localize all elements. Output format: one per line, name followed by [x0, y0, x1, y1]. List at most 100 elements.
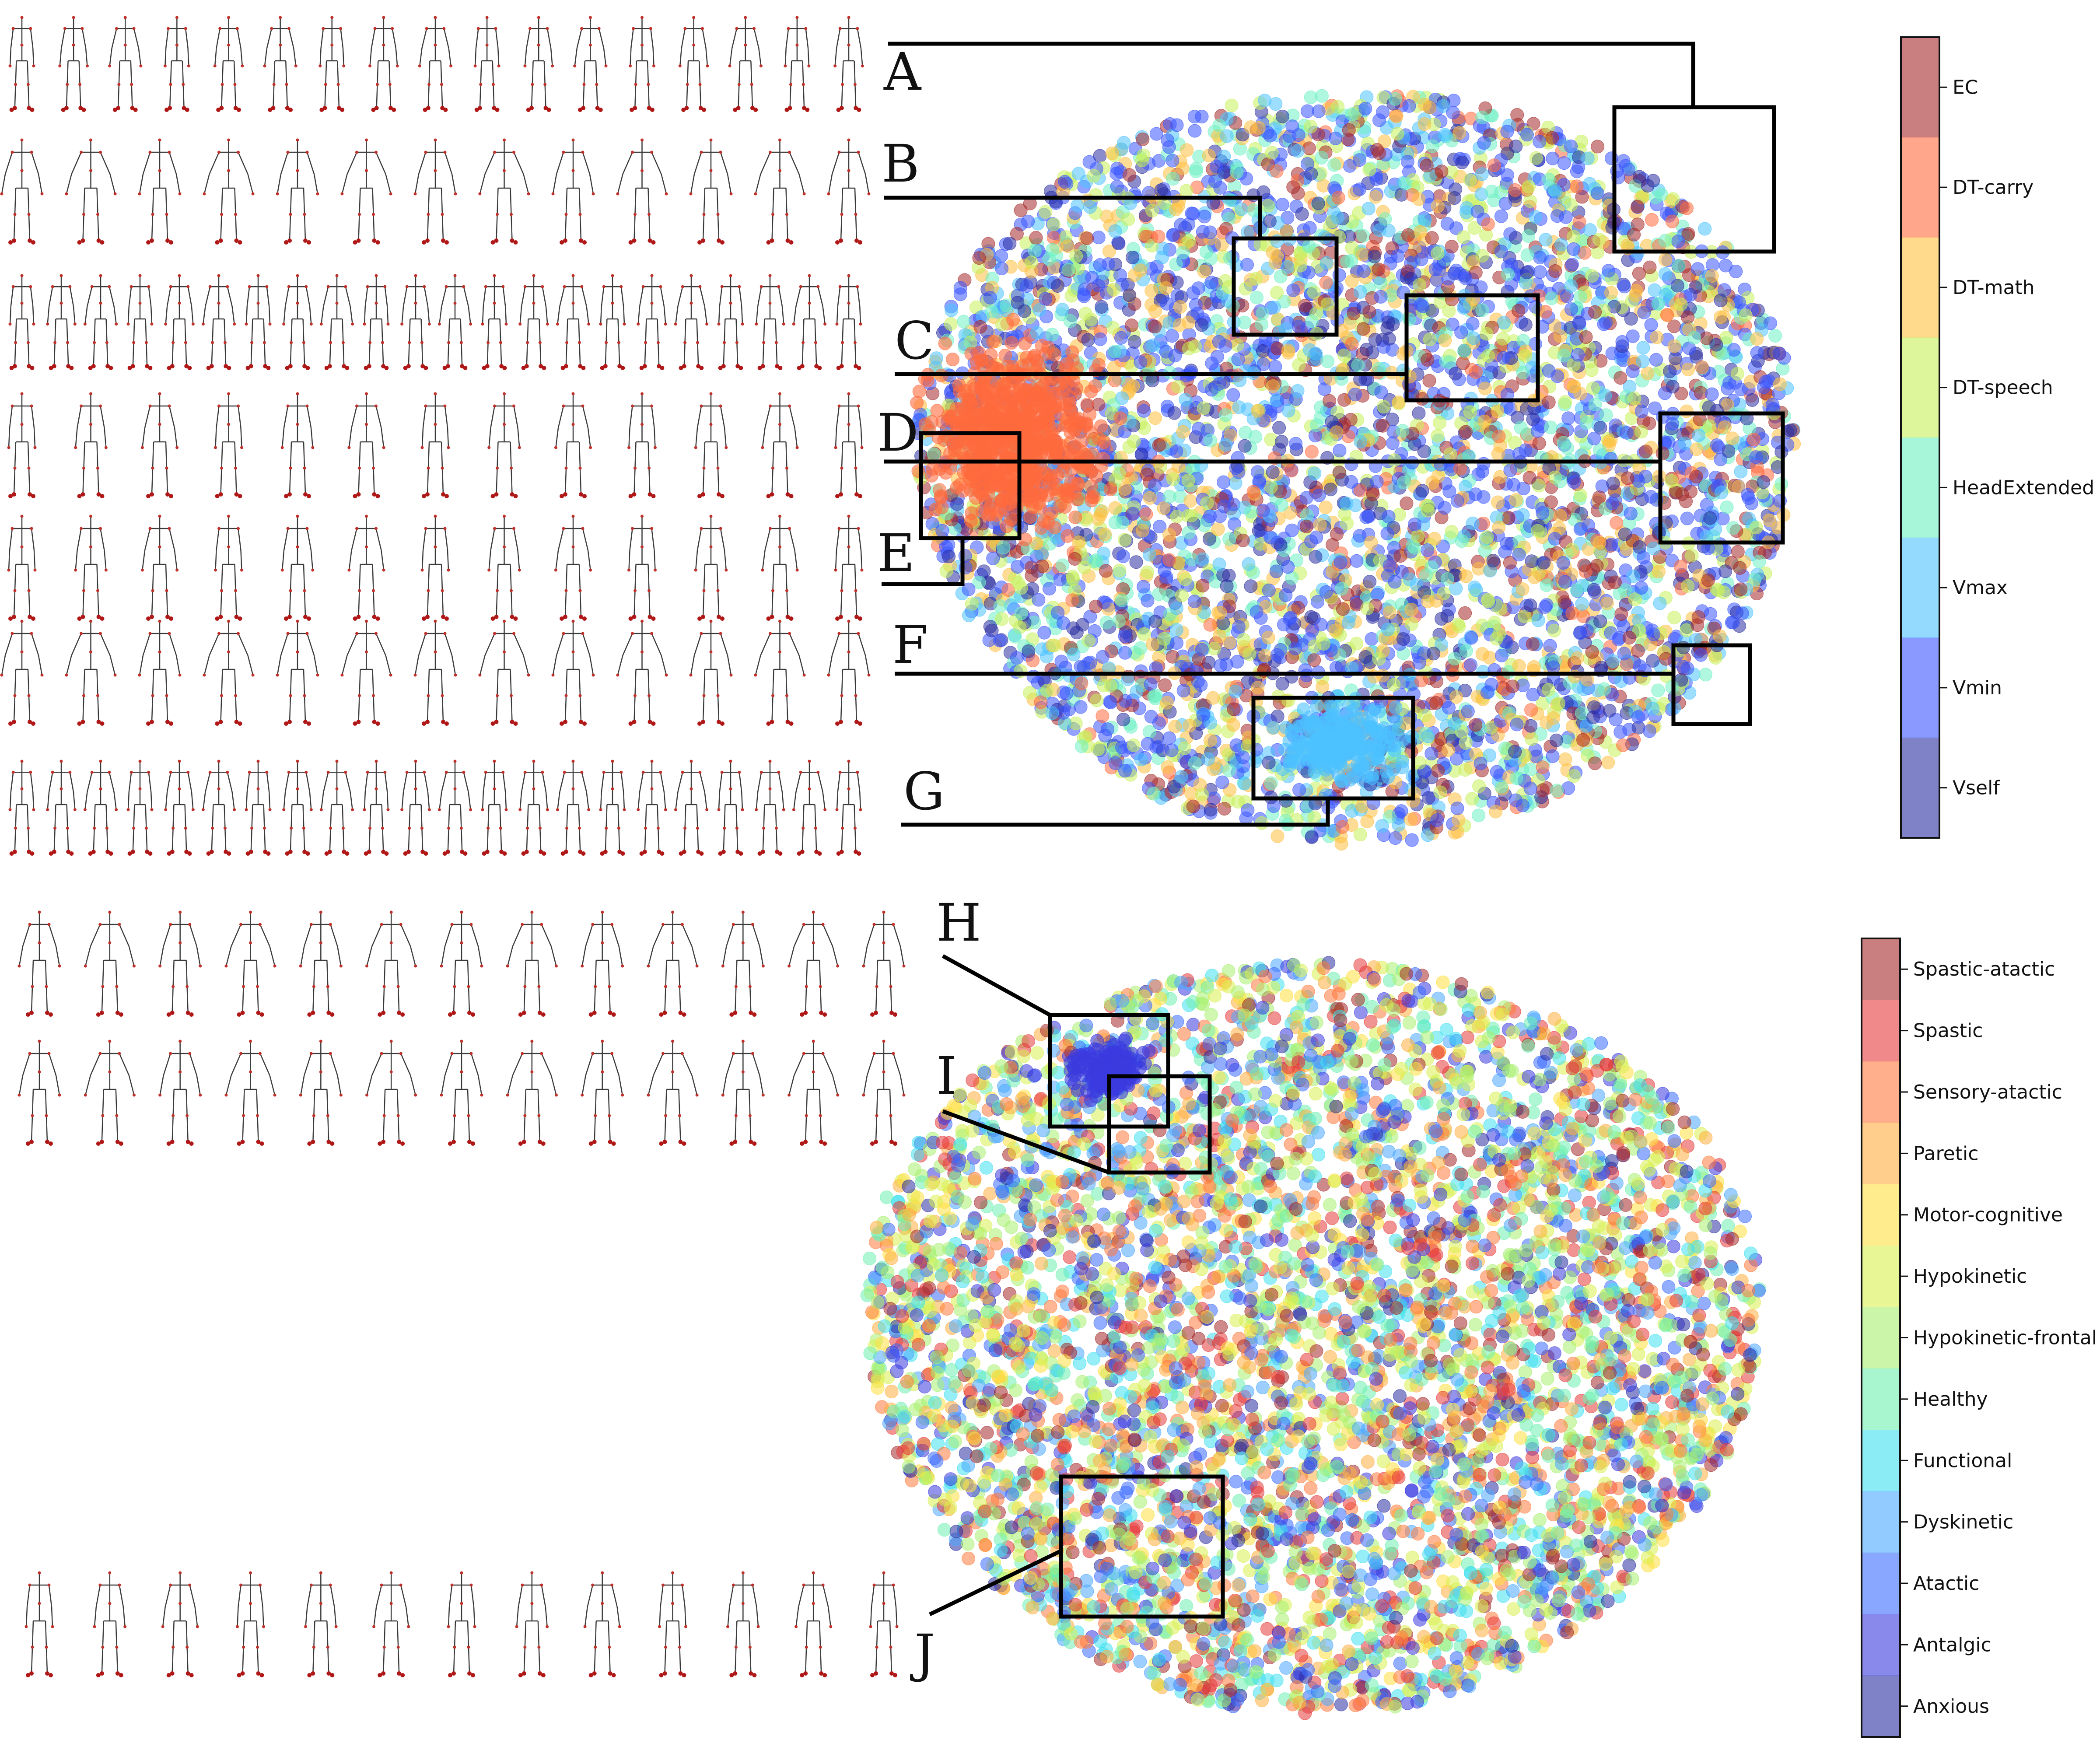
scatter-point [1047, 217, 1060, 231]
skeleton-row-d [7, 392, 864, 498]
scatter-point [1516, 508, 1530, 522]
scatter-point [1500, 125, 1514, 139]
skeleton-figure [478, 620, 530, 726]
scatter-point [1622, 163, 1635, 176]
scatter-point [1158, 678, 1172, 692]
scatter-point [1424, 560, 1438, 574]
scatter-point [1358, 650, 1372, 664]
scatter-point [1280, 392, 1294, 406]
scatter-point [1261, 199, 1275, 213]
scatter-point [1262, 756, 1276, 770]
scatter-point [1548, 264, 1562, 278]
scatter-point [1299, 491, 1313, 505]
scatter-point [1356, 322, 1370, 336]
scatter-point [1084, 312, 1098, 326]
skeleton-figure [126, 760, 154, 856]
scatter-point [1681, 362, 1695, 376]
scatter-point [1178, 572, 1192, 586]
scatter-point [1236, 533, 1250, 547]
scatter-point [1570, 164, 1584, 178]
scatter-point [1063, 314, 1077, 328]
skeleton-figure [83, 274, 118, 370]
scatter-point [1218, 802, 1232, 816]
scatter-point [1542, 172, 1556, 186]
scatter-point [1445, 240, 1459, 254]
skeleton-figure [108, 16, 143, 112]
scatter-point [1195, 643, 1209, 657]
scatter-point [1603, 704, 1617, 718]
scatter-point [1549, 733, 1563, 747]
scatter-point [953, 281, 967, 295]
scatter-point [1475, 111, 1489, 125]
scatter-point [1170, 118, 1184, 132]
skeleton-figure [201, 274, 236, 370]
scatter-point [1096, 709, 1110, 723]
skeleton-figure [282, 760, 313, 856]
scatter-point [983, 620, 997, 634]
scatter-point [1275, 198, 1289, 211]
scatter-point [1579, 416, 1593, 430]
scatter-point [1747, 433, 1761, 447]
scatter-point [1617, 280, 1631, 294]
scatter-point [1345, 274, 1359, 288]
scatter-point [1160, 696, 1174, 710]
scatter-point [1474, 756, 1488, 770]
scatter-point [973, 320, 987, 334]
skeleton-figure [214, 514, 243, 621]
scatter-point [1174, 770, 1188, 784]
scatter-point [1295, 207, 1309, 221]
scatter-point [1522, 471, 1536, 485]
scatter-point [1126, 251, 1139, 264]
scatter-point [1114, 331, 1128, 345]
scatter-point [1309, 550, 1323, 564]
scatter-point [1622, 631, 1636, 645]
scatter-point [1667, 339, 1681, 353]
scatter-point [1405, 833, 1419, 847]
scatter-point [1034, 695, 1048, 709]
scatter-point [1095, 504, 1109, 518]
scatter-point [1356, 248, 1370, 262]
scatter-point [1340, 497, 1354, 511]
scatter-point [1425, 139, 1439, 153]
scatter-point [1421, 543, 1435, 557]
scatter-point [1557, 349, 1571, 363]
skeleton-figure [438, 274, 472, 370]
scatter-point [1516, 582, 1530, 596]
scatter-point [1520, 265, 1534, 279]
scatter-point [1586, 382, 1600, 396]
scatter-point [1345, 107, 1359, 121]
scatter-point [1421, 499, 1435, 513]
scatter-point [1485, 185, 1499, 199]
scatter-point [1037, 626, 1051, 640]
scatter-point [1766, 398, 1780, 412]
scatter-point [1126, 379, 1140, 393]
scatter-point [1334, 555, 1348, 569]
skeleton-figure [8, 274, 35, 370]
skeleton-figure [678, 16, 709, 112]
scatter-point [1457, 230, 1470, 244]
scatter-point [1115, 593, 1129, 607]
skeleton-figure [717, 274, 744, 370]
scatter-point [1465, 792, 1479, 806]
scatter-point [1440, 217, 1454, 231]
skeleton-figure [689, 620, 733, 726]
scatter-point [1454, 326, 1468, 340]
scatter-point [1588, 398, 1602, 412]
scatter-point [1666, 380, 1680, 394]
scatter-point [1356, 229, 1370, 243]
skeleton-figure [276, 138, 319, 245]
scatter-point [1030, 326, 1044, 340]
scatter-point [1663, 364, 1677, 378]
scatter-point [1412, 192, 1426, 206]
scatter-point [1382, 559, 1396, 573]
skeleton-figure [784, 16, 811, 112]
scatter-point [1223, 193, 1237, 207]
skeleton-figure [518, 274, 549, 370]
skeleton-figure [554, 392, 592, 498]
scatter-point [1650, 330, 1664, 344]
scatter-point [1527, 570, 1541, 584]
scatter-point [1491, 404, 1505, 418]
scatter-point [1572, 215, 1586, 229]
scatter-point [1060, 686, 1074, 700]
scatter-point [1494, 780, 1508, 794]
